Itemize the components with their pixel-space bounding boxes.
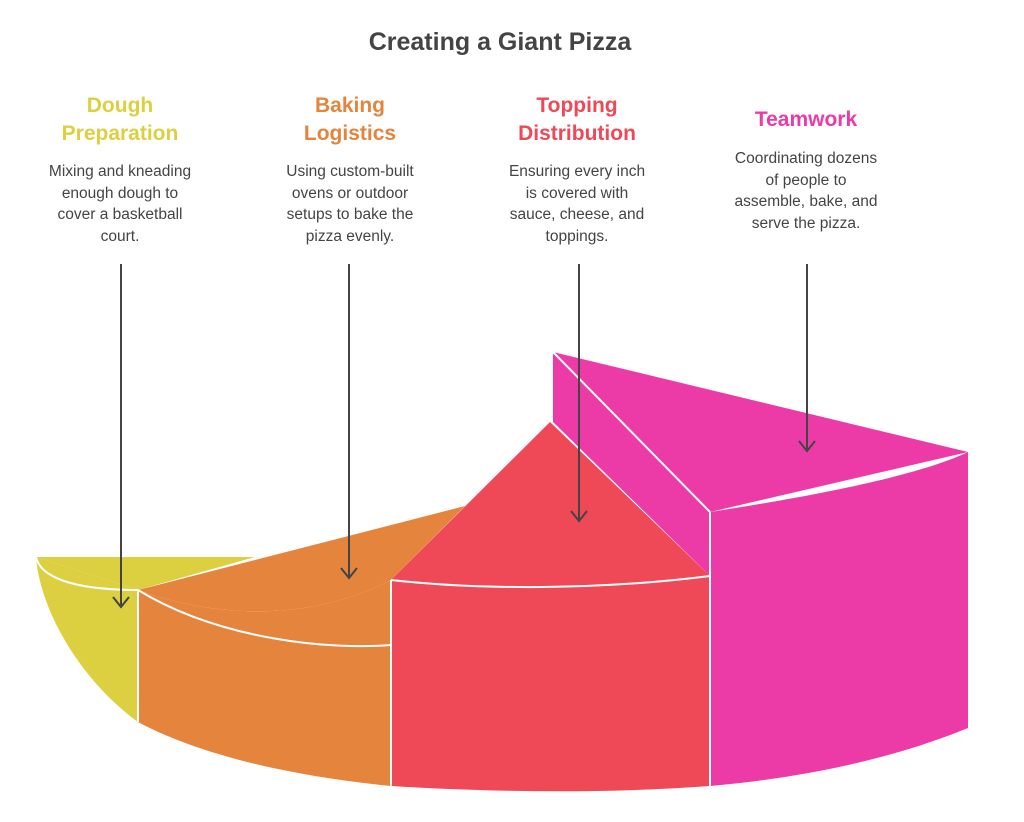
step-description-line: setups to bake the [286,206,414,223]
slice-topping-top [391,422,710,588]
step-topping-distribution: Topping Distribution Ensuring every inch… [477,92,677,247]
step-heading: Dough Preparation [20,92,220,148]
step-description-line: assemble, bake, and [734,193,878,210]
slice-dough-top [36,557,255,590]
step-description-line: is covered with [525,184,629,202]
step-description-line: sauce, cheese, and [509,206,645,223]
step-heading: Topping Distribution [477,92,677,148]
step-description-line: ovens or outdoor [291,184,409,202]
slice-dough-seam [35,556,139,591]
step-heading-line: Teamwork [754,108,858,131]
step-description-line: Using custom-built [286,163,414,180]
step-description: Mixing and kneading enough dough to cove… [20,161,220,247]
step-heading: Teamwork [706,106,906,134]
step-heading-line: Baking [314,94,385,117]
step-baking-logistics: Baking Logistics Using custom-built oven… [250,92,450,247]
step-description: Coordinating dozens of people to assembl… [706,148,906,234]
step-heading-line: Topping [536,94,618,117]
step-heading-line: Distribution [518,122,636,145]
step-description-line: Coordinating dozens [734,150,878,167]
step-heading-line: Dough [86,94,154,117]
step-description-line: enough dough to [61,184,179,202]
step-description: Using custom-built ovens or outdoor setu… [250,161,450,247]
arrow-baking [340,264,358,580]
step-description-line: pizza evenly. [305,227,395,245]
step-description-line: court. [100,227,140,245]
step-heading: Baking Logistics [250,92,450,148]
step-description-line: of people to [765,171,847,189]
step-teamwork: Teamwork Coordinating dozens of people t… [706,92,906,234]
slice-teamwork-side [710,452,968,786]
step-heading-line: Preparation [61,122,179,145]
arrow-teamwork [798,264,816,453]
step-description-line: Ensuring every inch [508,163,646,180]
step-description: Ensuring every inch is covered with sauc… [477,161,677,247]
slice-dough-side [36,557,138,722]
step-dough-preparation: Dough Preparation Mixing and kneading en… [20,92,220,247]
slice-topping-side [391,576,710,792]
step-description-line: cover a basketball [57,206,183,223]
step-description-line: Mixing and kneading [48,163,192,180]
seam-red-rim [390,575,711,589]
step-description-line: serve the pizza. [751,214,861,232]
slice-teamwork-inner-wall [553,352,710,576]
slice-baking-top [138,506,465,612]
arrow-dough [112,264,130,609]
step-heading-line: Logistics [303,122,397,145]
slice-baking-seam [137,589,392,648]
slice-baking-side [138,580,391,786]
diagram-title: Creating a Giant Pizza [368,28,632,56]
arrow-topping [570,264,588,523]
slice-teamwork-top [553,352,968,512]
step-description-line: toppings. [545,227,609,245]
